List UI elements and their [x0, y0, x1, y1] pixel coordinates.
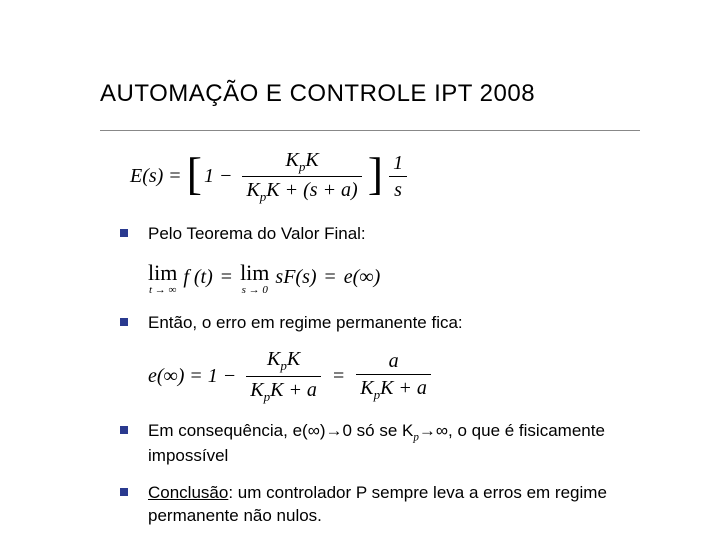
- eq3-eq2: =: [333, 365, 344, 388]
- eq1-f1-den-K2: K: [266, 179, 279, 201]
- eq1-f1-den-plus: + (s + a): [280, 179, 358, 201]
- b3-arrow1: →: [326, 421, 343, 440]
- bullet-1-text: Pelo Teorema do Valor Final:: [148, 224, 366, 243]
- lim-s-0: lim s → 0: [240, 260, 269, 296]
- bullet-1: Pelo Teorema do Valor Final:: [120, 223, 650, 246]
- eq3-f2-den-K2: K: [380, 377, 393, 399]
- eq1-fraction-2: 1 s: [389, 152, 407, 201]
- lim1-word: lim: [148, 260, 177, 285]
- bullet-4: Conclusão: um controlador P sempre leva …: [120, 482, 650, 528]
- eq3-fraction-1: KpK KpK + a: [246, 348, 321, 404]
- eq2-eq2: =: [325, 266, 336, 289]
- bullet-3: Em consequência, e(∞)→0 só se Kp→∞, o qu…: [120, 420, 650, 468]
- b4-label: Conclusão: [148, 483, 228, 502]
- right-bracket-icon: ]: [368, 156, 383, 193]
- eq2-eq1: =: [221, 266, 232, 289]
- eq1-f1-den-K: K: [246, 179, 259, 201]
- eq1-equals: =: [169, 165, 180, 188]
- eq1-lhs: E(s): [130, 165, 163, 188]
- eq1-f1-num-K: K: [285, 149, 298, 171]
- eq3-f2-num: a: [356, 350, 431, 375]
- eq2-einf: e(∞): [344, 266, 380, 289]
- b3-zero: 0 só se K: [343, 421, 414, 440]
- equation-limit: lim t → ∞ f (t) = lim s → 0 sF(s) = e(∞): [148, 260, 650, 296]
- lim2-word: lim: [240, 260, 269, 285]
- b3-arrow2: →: [419, 421, 436, 440]
- bullet-list-3: Em consequência, e(∞)→0 só se Kp→∞, o qu…: [120, 420, 650, 528]
- eq3-eq1: =: [190, 365, 201, 388]
- eq1-f1-num-K2: K: [305, 149, 318, 171]
- bullet-2: Então, o erro em regime permanente fica:: [120, 312, 650, 335]
- eq3-f2-den-K: K: [360, 377, 373, 399]
- eq2-ft: f (t): [183, 266, 212, 289]
- b3-inf2: ∞: [436, 421, 448, 440]
- title-underline: [100, 130, 640, 131]
- eq3-one-minus: 1 −: [208, 365, 237, 388]
- eq3-f1-den-a: + a: [283, 379, 317, 401]
- eq3-f1-num-K: K: [267, 348, 280, 370]
- eq1-fraction-1: KpK KpK + (s + a): [242, 149, 361, 205]
- left-bracket-icon: [: [187, 156, 202, 193]
- bullet-list-2: Então, o erro em regime permanente fica:: [120, 312, 650, 335]
- eq1-one-minus: 1 −: [204, 165, 233, 188]
- eq3-f2-den-a: + a: [393, 377, 427, 399]
- lim2-cond: s → 0: [240, 284, 269, 296]
- equation-e-infinity: e(∞) = 1 − KpK KpK + a = a KpK + a: [148, 348, 650, 404]
- equation-e-of-s: E(s) = [ 1 − KpK KpK + (s + a) ] 1 s: [130, 149, 650, 205]
- lim1-cond: t → ∞: [148, 284, 177, 296]
- eq3-f1-den-K2: K: [270, 379, 283, 401]
- eq1-f2-num: 1: [389, 152, 407, 177]
- eq3-fraction-2: a KpK + a: [356, 350, 431, 402]
- slide-container: AUTOMAÇÃO E CONTROLE IPT 2008 E(s) = [ 1…: [0, 0, 720, 540]
- eq3-f1-den-K: K: [250, 379, 263, 401]
- b3-pre: Em consequência, e(: [148, 421, 308, 440]
- eq3-f1-num-K2: K: [287, 348, 300, 370]
- eq1-f2-den: s: [389, 177, 407, 201]
- b3-inf1: ∞: [308, 421, 320, 440]
- bullet-2-text: Então, o erro em regime permanente fica:: [148, 313, 463, 332]
- lim-t-inf: lim t → ∞: [148, 260, 177, 296]
- eq2-sfs: sF(s): [275, 266, 316, 289]
- bullet-list: Pelo Teorema do Valor Final:: [120, 223, 650, 246]
- slide-title: AUTOMAÇÃO E CONTROLE IPT 2008: [100, 80, 650, 108]
- eq3-lhs: e(∞): [148, 365, 184, 388]
